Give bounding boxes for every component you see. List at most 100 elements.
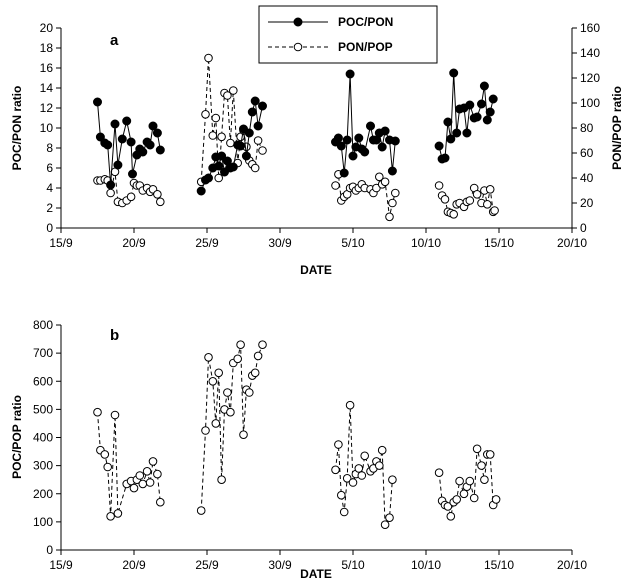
poc-pop-point-2-2 — [337, 490, 346, 500]
poc-pon-point-3-15 — [482, 115, 492, 125]
poc-pop-point-2-1 — [334, 440, 343, 449]
y-axis-label-b: POC/POP ratio — [10, 395, 24, 479]
a-x-tick-label-4: 5/10 — [341, 236, 365, 250]
panel-a: 15/9 20/9 25/9 30/9 5/10 10/10 15/10 20/1002468… — [10, 5, 624, 277]
poc-pon-point-3-14 — [479, 81, 489, 91]
poc-pon-point-0-9 — [126, 137, 136, 147]
poc-pon-point-3-2 — [440, 153, 450, 163]
b-y-tick-label-4: 400 — [33, 431, 53, 445]
pon-pop-point-3-18 — [490, 206, 499, 215]
poc-pon-point-1-2 — [204, 173, 213, 183]
poc-pon-point-1-19 — [258, 101, 267, 111]
poc-pop-point-1-19 — [258, 340, 267, 350]
a-y-tick-label-0: 0 — [46, 221, 53, 235]
poc-pon-point-2-3 — [339, 168, 349, 178]
a-y2-tick-label-0: 0 — [580, 221, 587, 235]
poc-pon-point-1-14 — [241, 151, 251, 161]
poc-pop-point-0-3 — [103, 462, 112, 472]
poc-pon-point-1-6 — [217, 151, 227, 161]
poc-pon-point-2-2 — [336, 141, 346, 151]
b-y-tick-label-2: 200 — [33, 487, 53, 501]
legend: POC/PON PON/POP — [258, 5, 438, 64]
poc-pop-point-1-12 — [236, 340, 245, 350]
poc-pon-line-3 — [438, 72, 494, 160]
pon-pop-point-1-3 — [208, 131, 218, 140]
a-y2-tick-label-7: 140 — [580, 46, 600, 60]
pon-pop-point-2-14 — [375, 172, 384, 182]
poc-pop-point-1-13 — [239, 430, 248, 440]
a-x-tick-label-1: 20/9 — [122, 236, 146, 250]
poc-pop-point-1-1 — [201, 426, 210, 435]
poc-pop-point-1-4 — [211, 419, 221, 428]
pon-pop-point-1-5 — [214, 173, 223, 183]
pon-pop-point-0-17 — [153, 190, 162, 199]
pon-pop-point-1-10 — [229, 86, 238, 95]
poc-pon-point-2-16 — [380, 126, 390, 136]
pon-pop-point-3-12 — [472, 190, 482, 199]
poc-pon-point-3-13 — [477, 99, 486, 109]
poc-pon-point-3-12 — [472, 112, 482, 122]
b-y-tick-label-3: 300 — [33, 459, 53, 473]
poc-pon-point-3-6 — [452, 128, 462, 138]
b-y-tick-label-5: 500 — [33, 402, 53, 416]
poc-pop-point-1-9 — [226, 407, 235, 417]
poc-pon-point-2-19 — [390, 136, 400, 146]
pon-pop-point-3-15 — [483, 200, 492, 209]
poc-pon-point-0-4 — [106, 180, 116, 190]
poc-pon-point-2-11 — [366, 121, 375, 131]
pon-pop-point-3-10 — [465, 196, 475, 205]
pon-pop-point-0-18 — [156, 197, 165, 207]
x-axis-label-b: DATE — [300, 567, 332, 581]
a-y-tick-label-2: 4 — [46, 181, 53, 195]
poc-pon-point-0-6 — [113, 160, 123, 170]
a-y-tick-label-8: 16 — [40, 61, 54, 75]
pon-pop-point-1-1 — [201, 110, 210, 119]
y-axis-label-right-a: PON/POP ratio — [610, 86, 624, 170]
poc-pop-point-0-5 — [110, 410, 120, 420]
pon-pop-point-3-0 — [434, 181, 444, 190]
poc-pon-point-2-8 — [354, 133, 364, 143]
poc-pop-point-0-9 — [129, 483, 139, 493]
poc-pon-point-3-0 — [434, 141, 444, 151]
a-y2-tick-label-6: 120 — [580, 71, 600, 85]
poc-pop-point-0-14 — [145, 478, 155, 487]
poc-pop-point-1-15 — [245, 388, 254, 397]
pon-pop-point-2-16 — [380, 177, 390, 187]
pon-pop-point-1-4 — [211, 113, 221, 123]
poc-pop-point-1-18 — [253, 351, 263, 361]
legend-marker-poc-pon — [293, 17, 303, 27]
a-x-tick-label-5: 10/10 — [411, 236, 441, 250]
poc-pop-point-2-9 — [357, 471, 367, 480]
legend-label-pon-pop: PON/POP — [338, 40, 393, 54]
pon-pop-point-1-6 — [217, 132, 226, 142]
b-x-tick-label-5: 10/10 — [411, 558, 441, 572]
poc-pon-point-0-7 — [117, 134, 127, 144]
poc-pon-point-0-3 — [103, 140, 113, 150]
poc-pon-point-2-1 — [333, 133, 343, 143]
pon-pop-point-1-17 — [250, 163, 260, 173]
poc-pop-point-1-17 — [250, 368, 260, 378]
a-x-tick-label-6: 15/10 — [484, 236, 514, 250]
poc-pon-point-0-10 — [128, 169, 137, 179]
poc-pop-point-0-17 — [156, 497, 165, 507]
poc-pon-point-1-15 — [244, 128, 254, 138]
poc-pon-point-1-0 — [196, 186, 206, 196]
poc-pon-line-2 — [335, 73, 396, 174]
poc-pon-point-1-5 — [214, 161, 224, 171]
poc-pop-point-1-2 — [204, 353, 213, 362]
poc-pon-point-1-18 — [253, 121, 263, 131]
a-y-tick-label-5: 10 — [40, 121, 54, 135]
poc-pop-point-0-16 — [153, 469, 162, 479]
poc-pop-point-0-11 — [135, 471, 145, 480]
poc-pop-point-0-6 — [113, 509, 123, 518]
pon-pop-point-3-2 — [440, 195, 450, 204]
poc-pon-point-2-6 — [348, 151, 358, 161]
b-x-tick-label-4: 5/10 — [341, 558, 365, 572]
poc-pon-point-0-0 — [93, 97, 102, 107]
b-x-tick-label-6: 15/10 — [484, 558, 514, 572]
panel-label-b: b — [110, 327, 119, 344]
poc-pon-point-0-1 — [95, 132, 105, 142]
poc-pon-point-0-15 — [145, 140, 155, 150]
b-y-tick-label-0: 0 — [46, 543, 53, 557]
